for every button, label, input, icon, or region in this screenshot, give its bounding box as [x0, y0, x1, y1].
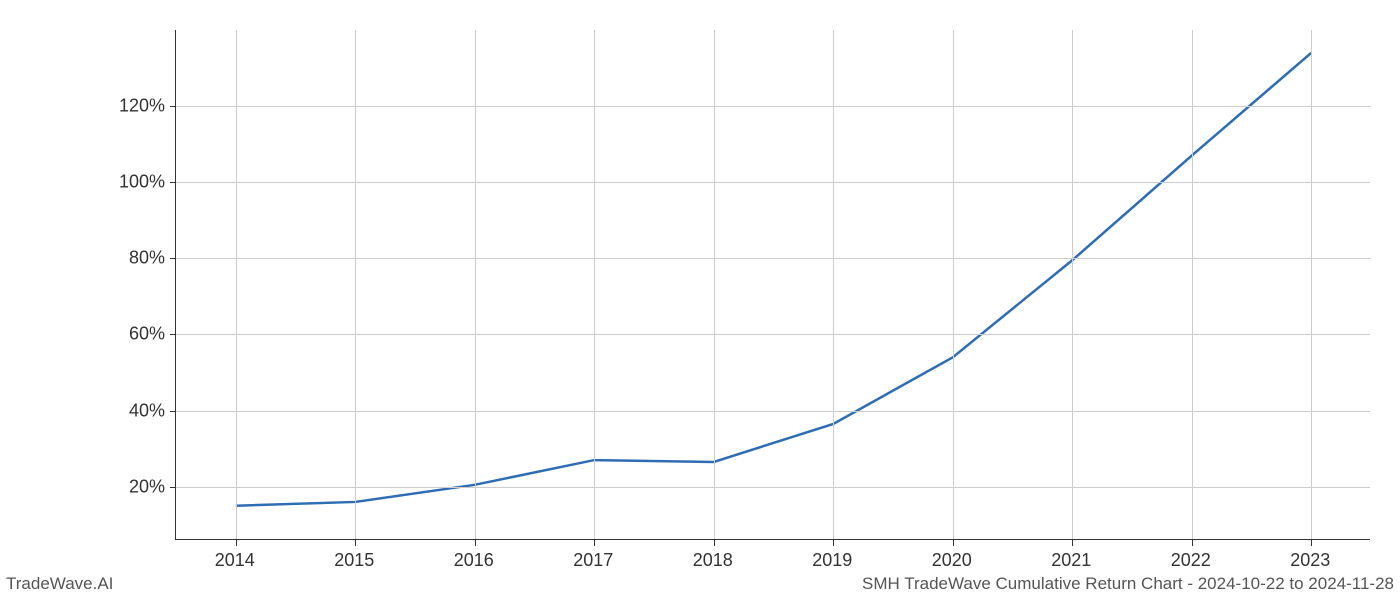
y-axis-label: 100% [119, 172, 165, 193]
footer-caption: SMH TradeWave Cumulative Return Chart - … [862, 574, 1394, 594]
y-tick-mark [170, 106, 176, 107]
y-axis-label: 60% [129, 324, 165, 345]
x-axis-label: 2023 [1290, 550, 1330, 571]
grid-line-horizontal [176, 258, 1370, 259]
grid-line-horizontal [176, 487, 1370, 488]
x-axis-label: 2017 [573, 550, 613, 571]
x-tick-mark [1192, 540, 1193, 546]
grid-line-horizontal [176, 106, 1370, 107]
grid-line-horizontal [176, 182, 1370, 183]
x-tick-mark [1072, 540, 1073, 546]
x-tick-mark [953, 540, 954, 546]
grid-line-horizontal [176, 411, 1370, 412]
x-tick-mark [355, 540, 356, 546]
x-tick-mark [714, 540, 715, 546]
y-axis-label: 120% [119, 96, 165, 117]
y-tick-mark [170, 487, 176, 488]
x-axis-label: 2020 [932, 550, 972, 571]
y-axis-label: 20% [129, 476, 165, 497]
x-axis-label: 2022 [1171, 550, 1211, 571]
y-axis-label: 40% [129, 400, 165, 421]
y-tick-mark [170, 182, 176, 183]
x-axis-label: 2018 [693, 550, 733, 571]
x-tick-mark [1311, 540, 1312, 546]
y-tick-mark [170, 411, 176, 412]
y-tick-mark [170, 258, 176, 259]
grid-line-horizontal [176, 334, 1370, 335]
chart-plot-area [175, 30, 1370, 540]
x-tick-mark [236, 540, 237, 546]
x-tick-mark [594, 540, 595, 546]
cumulative-return-line [236, 53, 1312, 506]
x-axis-label: 2016 [454, 550, 494, 571]
y-axis-label: 80% [129, 248, 165, 269]
plot-frame [175, 30, 1370, 540]
x-axis-label: 2014 [215, 550, 255, 571]
y-tick-mark [170, 334, 176, 335]
x-tick-mark [833, 540, 834, 546]
footer-brand: TradeWave.AI [6, 574, 113, 594]
x-axis-label: 2019 [812, 550, 852, 571]
x-axis-label: 2015 [334, 550, 374, 571]
x-tick-mark [475, 540, 476, 546]
x-axis-label: 2021 [1051, 550, 1091, 571]
